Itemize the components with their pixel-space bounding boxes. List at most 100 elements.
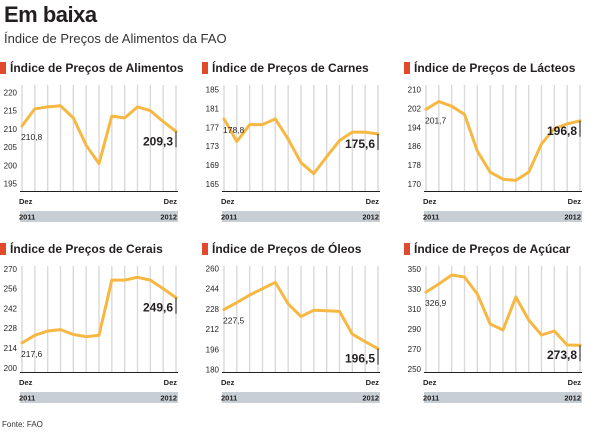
y-tick-label: 200 (4, 364, 18, 373)
chart-title: Índice de Preços de Lácteos (414, 61, 576, 75)
x-tick-label-end: Dez (366, 197, 380, 206)
end-value-label: 249,6 (143, 301, 173, 315)
year-band (424, 211, 582, 222)
series-line (20, 275, 178, 345)
title-marker (404, 62, 410, 74)
y-tick-label: 170 (408, 180, 422, 189)
chart-panel-oleos: Índice de Preços de Óleos 180 196 212 228 24… (202, 238, 398, 418)
page-subtitle: Índice de Preços de Alimentos da FAO (4, 31, 227, 46)
y-tick-label: 290 (408, 325, 422, 334)
line-chart: 170 178 186 194 202 210 201,7 196,8 Dez Dez 2011 20… (408, 85, 582, 222)
y-tick-label: 194 (408, 123, 422, 132)
x-tick-label-end: Dez (164, 197, 178, 206)
y-tick-label: 181 (206, 105, 220, 114)
line-chart: 250 270 290 310 330 350 326,9 273,8 Dez Dez 2011 20… (408, 265, 582, 403)
year-label-start: 2011 (423, 394, 439, 403)
y-tick-label: 250 (408, 365, 422, 374)
title-marker (202, 243, 208, 255)
chart-panel-lacteos: Índice de Preços de Lácteos 170 178 186 194… (404, 57, 600, 237)
chart-title: Índice de Preços de Açúcar (414, 242, 571, 256)
chart-panel-acucar: Índice de Preços de Açúcar 250 270 290 310 3… (404, 238, 600, 418)
y-tick-label: 228 (206, 305, 220, 314)
year-label-end: 2012 (160, 394, 177, 403)
x-tick-label-end: Dez (568, 197, 582, 206)
x-tick-label-start: Dez (423, 378, 437, 387)
year-label-start: 2011 (19, 394, 35, 403)
year-band (424, 392, 582, 403)
line-chart: 180 196 212 228 244 260 227,5 196,5 Dez Dez 2011 20… (206, 265, 380, 403)
y-tick-label: 180 (206, 365, 220, 374)
x-tick-label-start: Dez (423, 197, 437, 206)
year-label-start: 2011 (221, 394, 237, 403)
year-label-end: 2012 (362, 213, 379, 222)
y-tick-label: 260 (206, 265, 220, 274)
series-line (222, 280, 380, 351)
page-title: Em baixa (4, 2, 97, 27)
year-band (20, 211, 178, 222)
x-tick-label-end: Dez (366, 378, 380, 387)
y-tick-label: 195 (4, 180, 18, 189)
y-tick-label: 310 (408, 305, 422, 314)
year-label-end: 2012 (564, 394, 581, 403)
y-tick-label: 256 (4, 285, 18, 294)
y-tick-label: 210 (408, 86, 422, 95)
start-value-label: 201,7 (425, 115, 447, 125)
title-marker (404, 243, 410, 255)
year-label-end: 2012 (564, 213, 581, 222)
chart-panel-carnes: Índice de Preços de Carnes 165 169 173 177 1… (202, 57, 398, 237)
year-label-end: 2012 (362, 394, 379, 403)
y-tick-label: 244 (206, 285, 220, 294)
title-marker (0, 62, 6, 74)
title-marker (0, 243, 6, 255)
series-line (424, 100, 582, 182)
y-tick-label: 186 (408, 142, 422, 151)
x-tick-label-start: Dez (221, 197, 235, 206)
y-tick-label: 270 (408, 345, 422, 354)
y-tick-label: 202 (408, 105, 422, 114)
x-tick-label-end: Dez (568, 378, 582, 387)
chart-panel-cereais: Índice de Preços de Cerais 200 214 228 242 2… (0, 238, 196, 418)
chart-title: Índice de Preços de Alimentos (10, 61, 184, 75)
x-tick-label-end: Dez (164, 378, 178, 387)
y-tick-label: 185 (206, 86, 220, 95)
y-tick-label: 205 (4, 143, 18, 152)
series-line (20, 104, 178, 166)
line-chart: 195 200 205 210 215 220 210,8 209,3 Dez Dez 2011 20… (4, 85, 178, 222)
end-value-label: 196,5 (345, 352, 375, 366)
y-tick-label: 330 (408, 285, 422, 294)
y-tick-label: 242 (4, 304, 18, 313)
year-label-start: 2011 (221, 213, 237, 222)
y-tick-label: 165 (206, 180, 220, 189)
y-tick-label: 350 (408, 265, 422, 274)
chart-title: Índice de Preços de Óleos (212, 242, 362, 256)
y-tick-label: 169 (206, 161, 220, 170)
end-value-label: 209,3 (143, 134, 173, 148)
chart-title: Índice de Preços de Carnes (212, 61, 369, 75)
y-tick-label: 214 (4, 344, 18, 353)
end-value-label: 273,8 (547, 348, 577, 362)
x-tick-label-start: Dez (19, 378, 33, 387)
series-line (424, 273, 582, 347)
start-value-label: 217,6 (21, 349, 43, 359)
chart-panel-alimentos: Índice de Preços de Alimentos 195 200 205 2… (0, 57, 196, 237)
year-band (222, 211, 380, 222)
year-band (222, 392, 380, 403)
start-value-label: 210,8 (21, 132, 43, 142)
y-tick-label: 178 (408, 161, 422, 170)
start-value-label: 227,5 (223, 316, 245, 326)
y-tick-label: 200 (4, 161, 18, 170)
line-chart: 165 169 173 177 181 185 178,8 175,6 Dez Dez 2011 20… (206, 85, 380, 222)
chart-title: Índice de Preços de Cerais (10, 242, 163, 256)
y-tick-label: 177 (206, 123, 220, 132)
end-value-label: 196,8 (547, 124, 577, 138)
year-label-start: 2011 (19, 213, 35, 222)
title-marker (202, 62, 208, 74)
line-chart: 200 214 228 242 256 270 217,6 249,6 Dez Dez 2011 20… (4, 265, 178, 403)
year-label-end: 2012 (160, 213, 177, 222)
y-tick-label: 173 (206, 142, 220, 151)
x-tick-label-start: Dez (221, 378, 235, 387)
start-value-label: 326,9 (425, 298, 447, 308)
end-value-label: 175,6 (345, 137, 375, 151)
y-tick-label: 270 (4, 265, 18, 274)
year-label-start: 2011 (423, 213, 439, 222)
